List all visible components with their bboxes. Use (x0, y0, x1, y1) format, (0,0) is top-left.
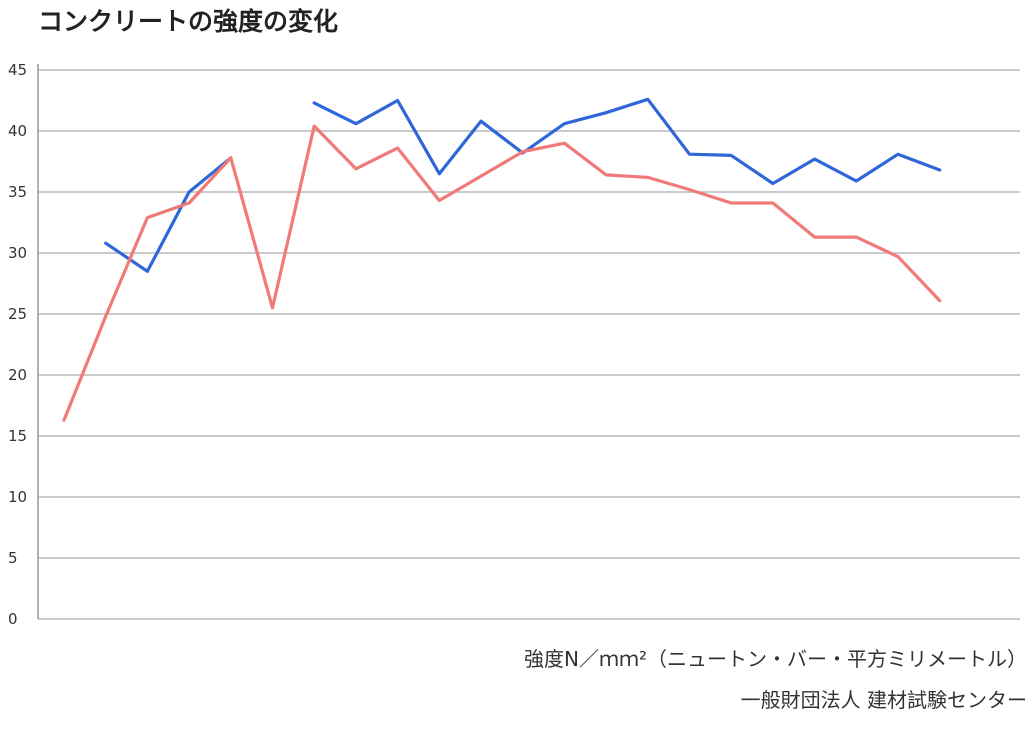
y-tick-label: 15 (8, 427, 27, 445)
y-tick-label: 0 (8, 610, 18, 628)
y-tick-label: 5 (8, 549, 18, 567)
y-tick-label: 35 (8, 183, 27, 201)
y-tick-label: 45 (8, 61, 27, 79)
gridlines (38, 69, 1020, 620)
y-tick-label: 10 (8, 488, 27, 506)
series-2-line-segment-1 (62, 124, 942, 422)
series-1-line-segment-1 (104, 156, 233, 273)
source-note: 一般財団法人 建材試験センター (740, 688, 1027, 712)
y-tick-label: 20 (8, 366, 27, 384)
y-tick-label: 40 (8, 122, 27, 140)
y-tick-label: 25 (8, 305, 27, 323)
unit-note: 強度N／ｍｍ²（ニュートン・バー・平方ミリメートル） (524, 647, 1027, 671)
y-axis-ticks: 0 5 10 15 20 25 30 35 40 45 (8, 61, 27, 628)
y-tick-label: 30 (8, 244, 27, 262)
series-1-line-segment-2 (312, 97, 942, 186)
series-lines (62, 97, 942, 422)
chart-title: コンクリートの強度の変化 (38, 7, 339, 36)
